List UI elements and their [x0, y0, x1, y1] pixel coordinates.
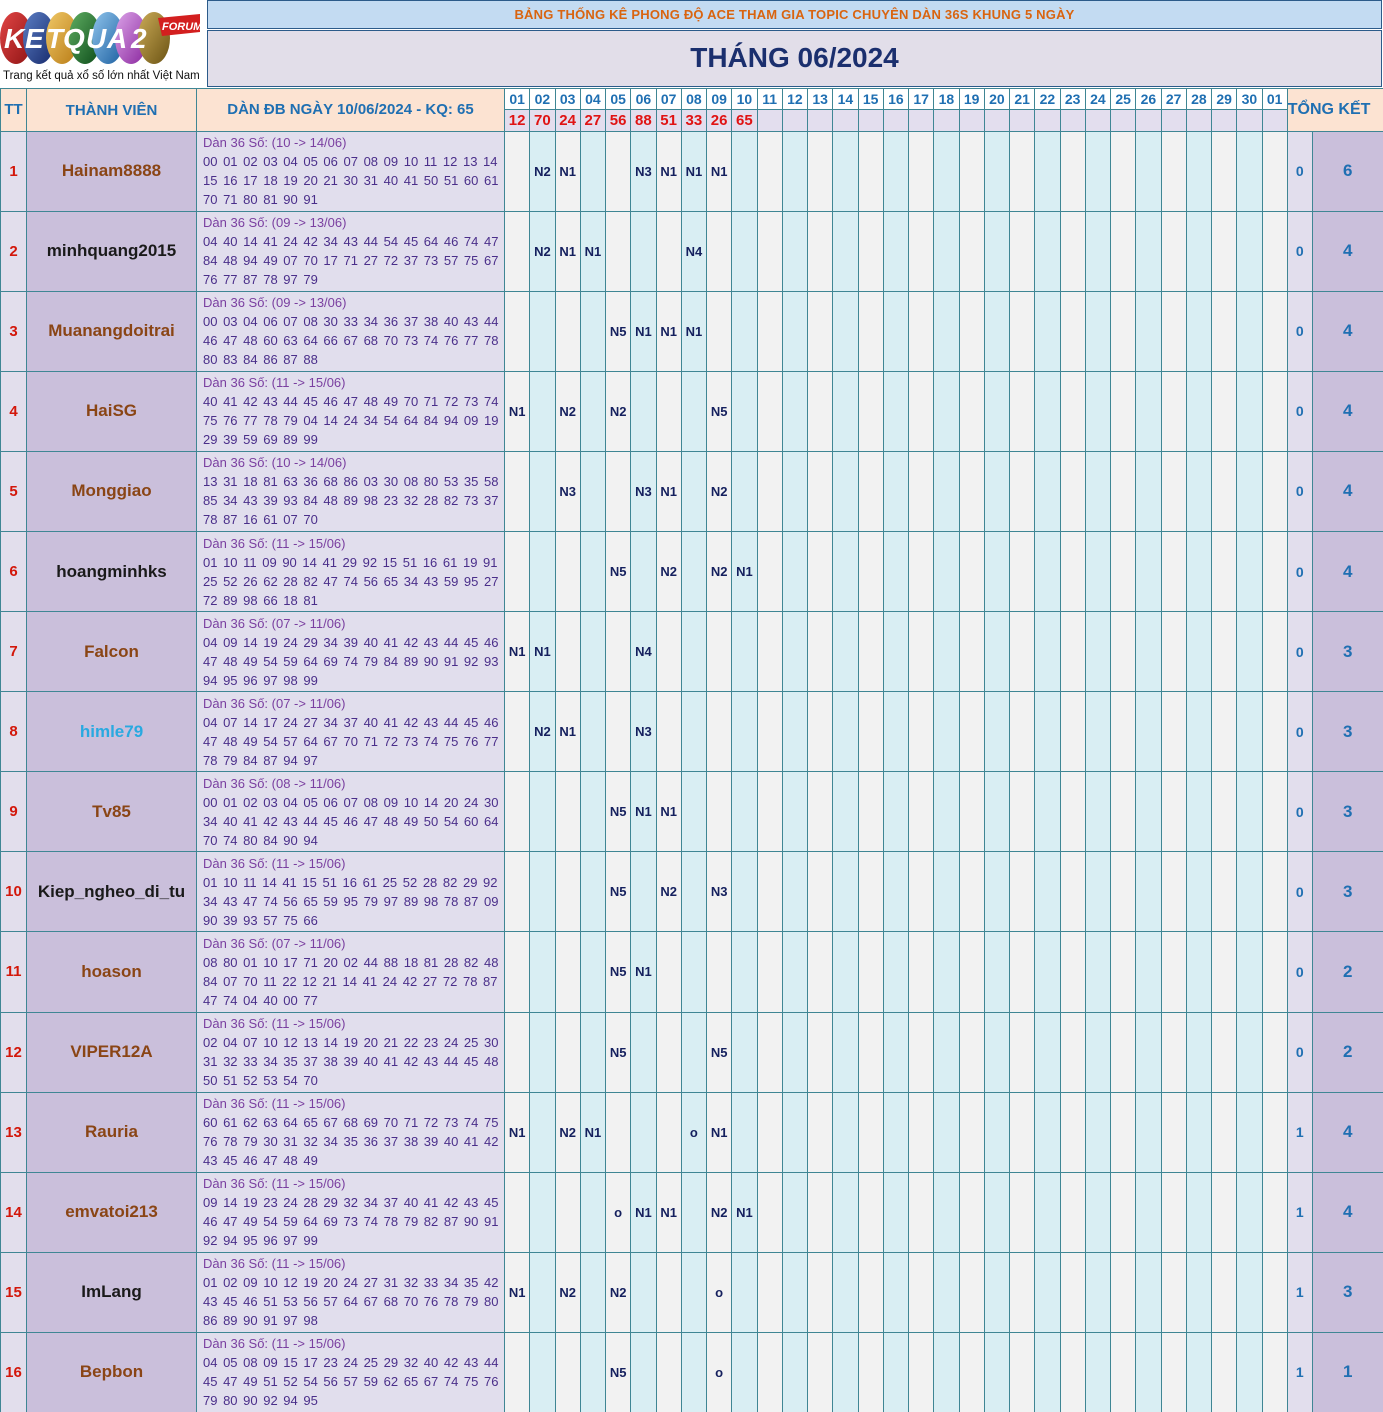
svg-text:Q: Q	[63, 23, 85, 54]
svg-text:K: K	[4, 23, 26, 54]
svg-text:A: A	[106, 23, 127, 54]
svg-text:U: U	[86, 23, 107, 54]
svg-text:FORUM: FORUM	[162, 21, 203, 33]
svg-text:E: E	[25, 23, 45, 54]
svg-text:2: 2	[130, 23, 147, 54]
